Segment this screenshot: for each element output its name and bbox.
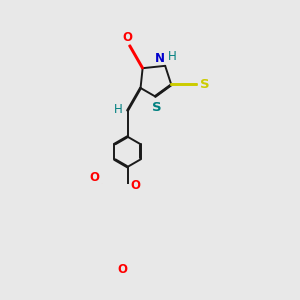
Text: H: H [168,50,177,63]
Text: O: O [122,31,133,44]
Text: N: N [154,52,165,65]
Text: O: O [118,263,128,276]
Text: H: H [114,103,122,116]
Text: S: S [152,101,161,114]
Text: O: O [89,171,99,184]
Text: S: S [200,78,210,91]
Text: O: O [131,178,141,192]
